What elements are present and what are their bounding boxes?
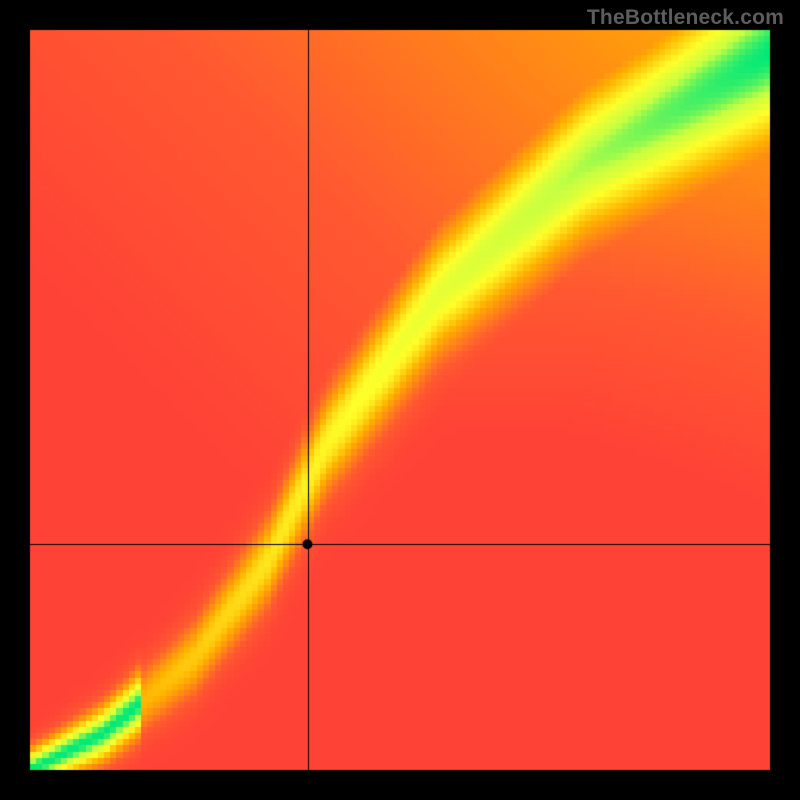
chart-container: TheBottleneck.com [0, 0, 800, 800]
heatmap-canvas [0, 0, 800, 800]
watermark-text: TheBottleneck.com [587, 6, 784, 30]
